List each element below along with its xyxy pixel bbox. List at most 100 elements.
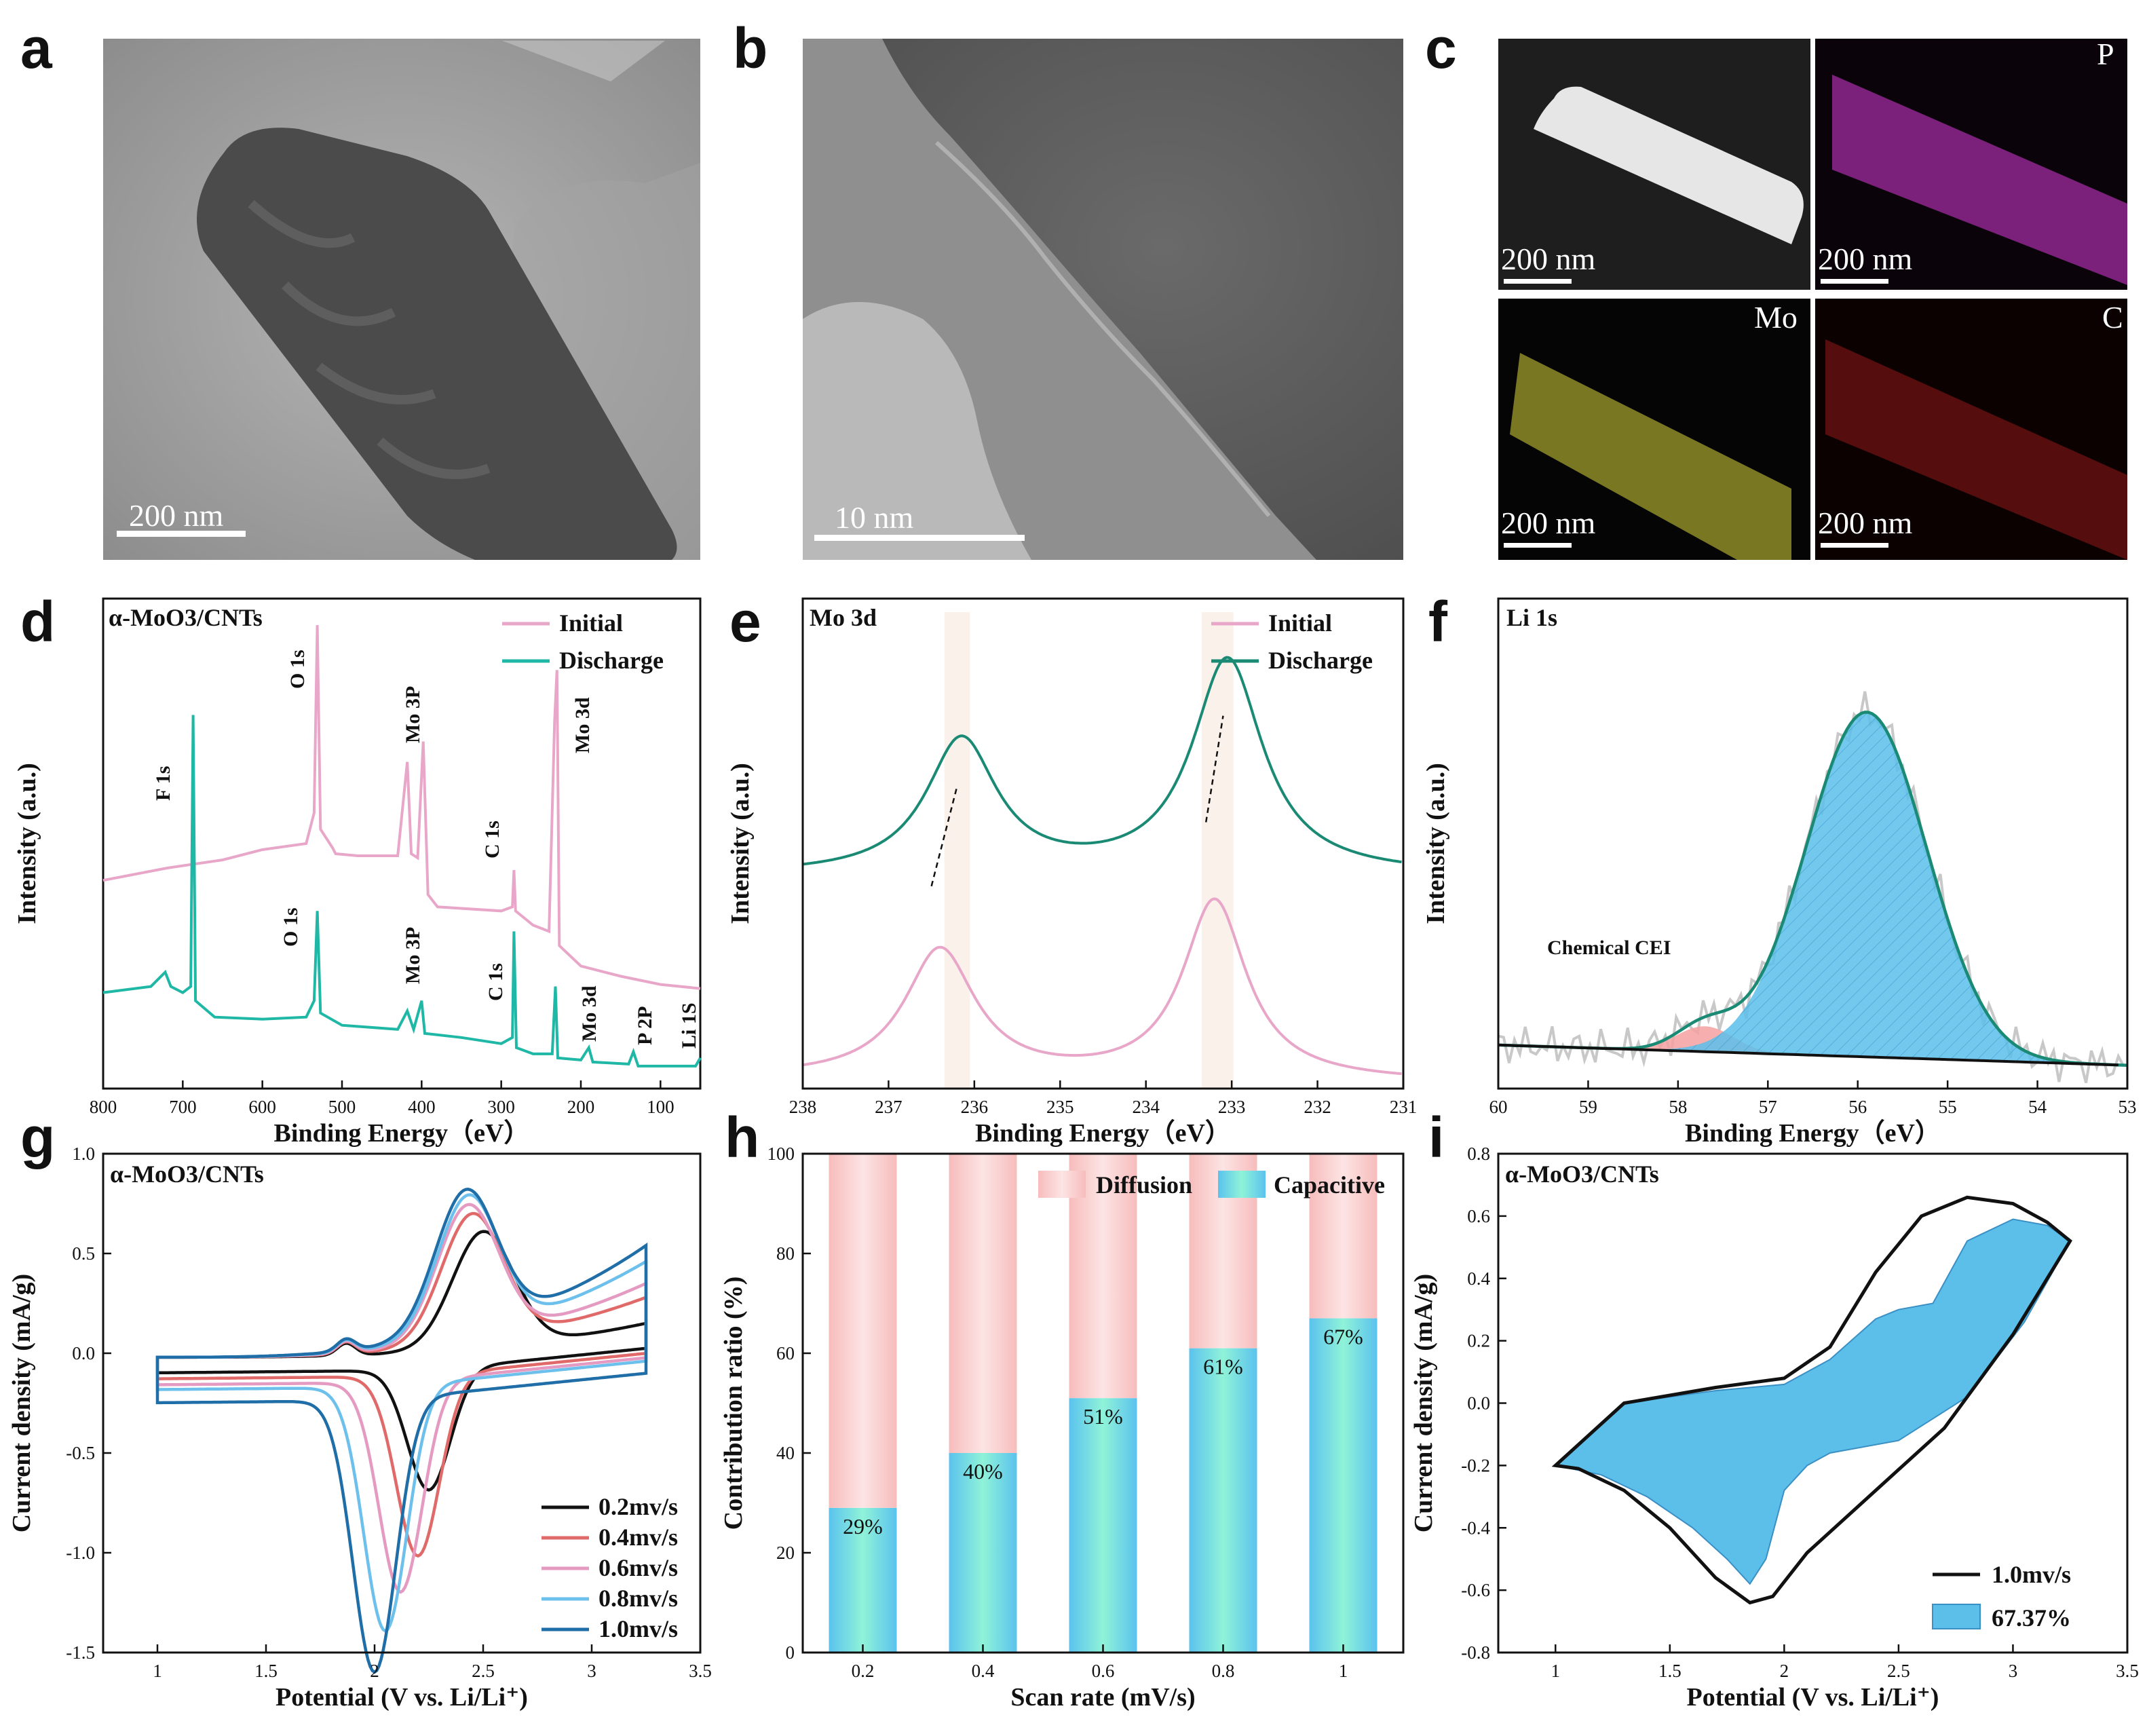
x-tick-label-i-2: 2 bbox=[1780, 1661, 1789, 1681]
legend-h-capacitive-swatch bbox=[1218, 1171, 1266, 1198]
panel-e-chart: 238 237 236 235 234 233 232 231 Binding Energy（e… bbox=[726, 597, 1417, 1148]
peak-label-d-9: P 2P bbox=[634, 1006, 656, 1046]
bar-value-label-2: 51% bbox=[1083, 1404, 1123, 1429]
scale-bar-c2 bbox=[1821, 279, 1888, 284]
shift-arrow-e-0 bbox=[930, 785, 958, 887]
y-axis-title-d: Intensity (a.u.) bbox=[13, 763, 41, 924]
eds-element-label-c: C bbox=[2102, 300, 2123, 335]
bar-diffusion-1 bbox=[949, 1154, 1017, 1453]
x-tick-label-i-5: 3.5 bbox=[2116, 1661, 2139, 1681]
series-d-0 bbox=[102, 625, 701, 990]
x-tick-label-g-0: 1 bbox=[153, 1661, 162, 1681]
tem-film-region bbox=[502, 41, 665, 81]
tem-nanobelt-texture bbox=[248, 200, 491, 479]
eds-haadf-nanobelt bbox=[1534, 86, 1804, 244]
panel-letter-i: i bbox=[1428, 1106, 1444, 1169]
y-tick-label-i-5: 0.2 bbox=[1467, 1331, 1490, 1351]
y-tick-label-i-7: 0.6 bbox=[1467, 1206, 1490, 1226]
y-tick-label-i-6: 0.4 bbox=[1467, 1268, 1490, 1289]
x-tick-label-e-5: 233 bbox=[1218, 1097, 1246, 1117]
bar-capacitive-3 bbox=[1189, 1348, 1257, 1653]
panel-letter-c: c bbox=[1425, 16, 1457, 80]
eds-tile-c-bg bbox=[1815, 299, 2127, 560]
y-tick-label-g-2: -0.5 bbox=[66, 1443, 95, 1463]
bar-value-label-0: 29% bbox=[843, 1514, 883, 1539]
peak-label-d-4: Mo 3d bbox=[571, 697, 594, 753]
y-tick-label-i-0: -0.8 bbox=[1461, 1642, 1490, 1663]
plot-frame-g bbox=[102, 1152, 702, 1654]
legend-d-discharge-label: Discharge bbox=[559, 647, 664, 674]
shift-arrow-e-1 bbox=[1204, 715, 1224, 823]
x-tick-label-f-7: 53 bbox=[2118, 1097, 2137, 1117]
y-tick-label-g-4: 0.5 bbox=[72, 1243, 95, 1264]
peak-label-d-5: O 1s bbox=[280, 907, 302, 947]
panel-g-chart: 1 1.5 2 2.5 3 3.5 -1.5 -1.0 -0.5 0.0 0.5 1.0 Potenti… bbox=[7, 1144, 712, 1712]
scale-bar-a bbox=[117, 531, 246, 537]
y-tick-label-i-3: -0.2 bbox=[1461, 1455, 1490, 1475]
legend-e-initial-label: Initial bbox=[1268, 609, 1332, 637]
panel-letter-g: g bbox=[20, 1106, 55, 1169]
peak-label-d-3: C 1s bbox=[481, 820, 504, 858]
y-tick-label-g-0: -1.5 bbox=[66, 1642, 95, 1663]
peak-label-d-2: Mo 3P bbox=[402, 686, 424, 743]
x-tick-label-d-2: 600 bbox=[248, 1097, 276, 1117]
eds-tile-haadf: 200 nm bbox=[1498, 39, 1810, 290]
bar-value-label-3: 61% bbox=[1203, 1355, 1243, 1379]
x-axis-title-d: Binding Energy（eV） bbox=[274, 1119, 530, 1148]
chart-title-d: α-MoO3/CNTs bbox=[109, 604, 263, 631]
peak-label-d-8: Mo 3d bbox=[578, 985, 601, 1042]
x-axis-title-f: Binding Energy（eV） bbox=[1685, 1119, 1941, 1148]
y-tick-label-i-4: 0.0 bbox=[1467, 1393, 1490, 1414]
eds-p-signal bbox=[1832, 75, 2127, 285]
legend-g-0-label: 0.2mv/s bbox=[598, 1493, 678, 1520]
x-tick-label-f-2: 58 bbox=[1669, 1097, 1687, 1117]
x-tick-label-f-5: 55 bbox=[1939, 1097, 1957, 1117]
x-tick-label-h-0: 0.2 bbox=[852, 1661, 875, 1681]
panel-h-chart: 29% 0.2 40% 0.4 51% 0.6 61% 0.8 67% 1 0 20 40 60 80 100… bbox=[719, 1144, 1405, 1712]
peak-label-d-1: O 1s bbox=[286, 649, 309, 689]
y-tick-label-g-5: 1.0 bbox=[72, 1144, 95, 1164]
peak-label-d-10: Li 1S bbox=[678, 1002, 700, 1049]
scale-label-c2: 200 nm bbox=[1818, 242, 1913, 276]
y-axis-title-e: Intensity (a.u.) bbox=[726, 763, 755, 924]
panel-a: a 200 nm bbox=[20, 16, 700, 560]
y-tick-label-i-1: -0.6 bbox=[1461, 1580, 1490, 1600]
panel-d-chart: 800 700 600 500 400 300 200 100 Binding Energy（e… bbox=[13, 597, 702, 1148]
eds-element-label-p: P bbox=[2097, 37, 2114, 71]
panel-letter-d: d bbox=[20, 590, 55, 654]
x-tick-label-h-3: 0.8 bbox=[1212, 1661, 1235, 1681]
x-axis-title-h: Scan rate (mV/s) bbox=[1010, 1683, 1195, 1712]
capacitive-area-i bbox=[1554, 1218, 2072, 1585]
plot-frame-f bbox=[1497, 597, 2129, 1090]
y-tick-label-h-4: 80 bbox=[776, 1243, 795, 1264]
x-tick-label-f-1: 59 bbox=[1579, 1097, 1597, 1117]
cv-curve-i bbox=[1551, 1195, 2072, 1605]
x-tick-label-d-1: 700 bbox=[169, 1097, 197, 1117]
y-tick-label-g-1: -1.0 bbox=[66, 1543, 95, 1563]
scale-label-c1: 200 nm bbox=[1501, 242, 1596, 276]
x-tick-label-f-6: 54 bbox=[2028, 1097, 2047, 1117]
shaded-band-e-1 bbox=[1201, 612, 1234, 1089]
x-tick-label-g-1: 1.5 bbox=[254, 1661, 278, 1681]
scale-bar-c1 bbox=[1504, 279, 1572, 284]
tem-nanobelt bbox=[197, 128, 677, 560]
x-tick-label-f-4: 56 bbox=[1848, 1097, 1867, 1117]
chart-title-i: α-MoO3/CNTs bbox=[1505, 1161, 1659, 1188]
x-axis-title-g: Potential (V vs. Li/Li⁺) bbox=[276, 1683, 528, 1712]
panel-i-chart: 1 1.5 2 2.5 3 3.5 -0.8 -0.6 -0.4 -0.2 0.0 0.2 0.4 0.6… bbox=[1409, 1144, 2139, 1712]
panel-letter-e: e bbox=[729, 590, 761, 654]
chart-title-e: Mo 3d bbox=[810, 604, 877, 631]
plot-frame-h bbox=[801, 1152, 1405, 1654]
y-axis-title-h: Contribution ratio (%) bbox=[719, 1277, 748, 1530]
eds-tile-c: 200 nm C bbox=[1815, 299, 2127, 560]
y-axis-title-i: Current density (mA/g) bbox=[1409, 1274, 1438, 1532]
panel-letter-b: b bbox=[733, 16, 767, 80]
x-tick-label-d-4: 400 bbox=[408, 1097, 436, 1117]
x-tick-label-g-3: 2.5 bbox=[472, 1661, 495, 1681]
legend-h-diffusion-label: Diffusion bbox=[1096, 1171, 1192, 1199]
peak-label-d-6: Mo 3P bbox=[402, 927, 424, 984]
component-f-hatch bbox=[1498, 712, 2127, 1065]
x-tick-label-g-2: 2 bbox=[370, 1661, 379, 1681]
eds-c-signal bbox=[1825, 339, 2127, 560]
bar-capacitive-4 bbox=[1309, 1318, 1378, 1653]
